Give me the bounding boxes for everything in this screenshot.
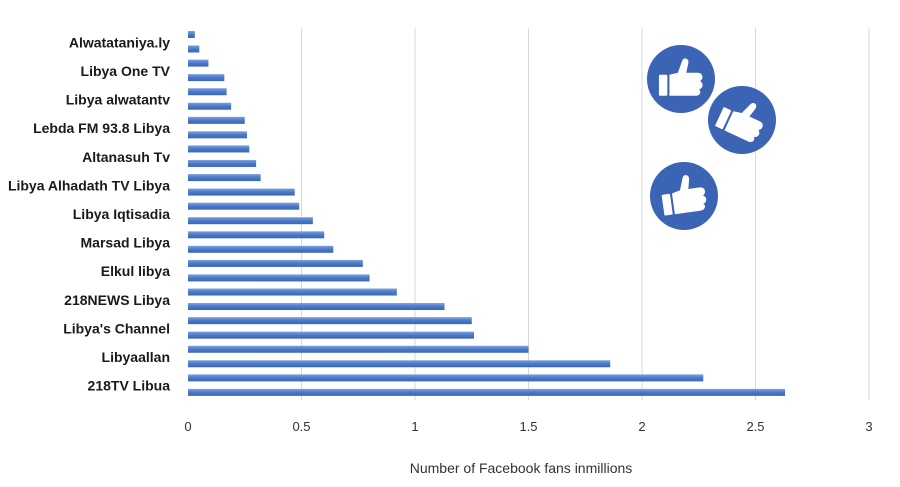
bar (188, 31, 195, 38)
bar (188, 303, 445, 311)
category-label: Marsad Libya (81, 235, 171, 251)
bar (188, 116, 245, 124)
x-tick-label: 0 (184, 419, 191, 434)
bar (188, 159, 257, 167)
category-label: Libya's Channel (63, 320, 170, 336)
x-axis-title: Number of Facebook fans inmillions (410, 460, 633, 476)
thumbs-up-icon (650, 162, 718, 230)
bar (188, 259, 363, 267)
category-label: Libya One TV (81, 63, 171, 79)
bar (188, 202, 300, 210)
bar (188, 360, 611, 368)
bar (188, 102, 232, 110)
category-label: Libya Iqtisadia (73, 206, 170, 222)
category-label: 218TV Libua (88, 378, 171, 394)
category-label: Altanasuh Tv (82, 149, 170, 165)
x-tick-label: 1.5 (519, 419, 537, 434)
bar (188, 74, 225, 82)
bar (188, 274, 370, 282)
bar (188, 231, 325, 239)
bar (188, 174, 261, 182)
bar (188, 88, 227, 96)
thumbs-up-icon (708, 86, 776, 154)
x-tick-label: 1 (411, 419, 418, 434)
bar (188, 131, 248, 139)
bar (188, 288, 397, 296)
bar (188, 345, 529, 353)
bar (188, 331, 475, 339)
category-label: Libya Alhadath TV Libya (8, 177, 170, 193)
bar (188, 59, 209, 67)
bar (188, 374, 704, 382)
bar (188, 188, 295, 196)
x-tick-label: 3 (865, 419, 872, 434)
bar (188, 45, 200, 53)
category-label: Libya alwatantv (66, 92, 170, 108)
thumbs-up-icon (647, 45, 715, 113)
category-label: Lebda FM 93.8 Libya (33, 120, 170, 136)
bar (188, 245, 334, 253)
bar (188, 217, 313, 225)
category-label: Libyaallan (102, 349, 170, 365)
x-tick-label: 2.5 (746, 419, 764, 434)
category-label: Alwatataniya.ly (69, 34, 170, 50)
category-label: 218NEWS Libya (64, 292, 170, 308)
x-tick-label: 0.5 (292, 419, 310, 434)
bar (188, 388, 786, 396)
category-label: Elkul libya (101, 263, 170, 279)
x-tick-label: 2 (638, 419, 645, 434)
bar (188, 317, 472, 325)
bar (188, 145, 250, 153)
